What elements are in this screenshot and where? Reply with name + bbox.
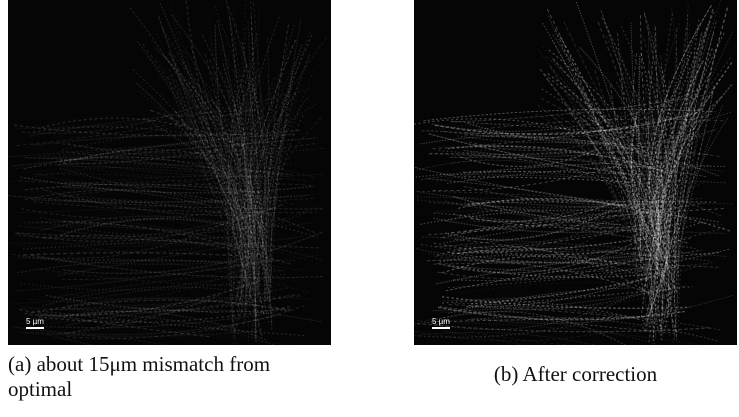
filament xyxy=(415,332,641,345)
image: 5 µm xyxy=(8,0,331,345)
filament xyxy=(23,253,250,257)
micrograph: 5 µm xyxy=(414,0,737,345)
scale-bar xyxy=(26,327,44,329)
filament xyxy=(34,226,323,265)
caption-text: After correction xyxy=(522,362,657,386)
filament xyxy=(270,115,304,325)
filament xyxy=(460,283,616,293)
filaments xyxy=(414,0,733,345)
filament xyxy=(415,167,634,206)
filament xyxy=(439,205,648,240)
caption-text: about 15μm mismatch from optimal xyxy=(8,352,270,401)
filaments xyxy=(8,0,327,345)
filament xyxy=(427,260,668,299)
scale-bar-label: 5 µm xyxy=(432,317,450,326)
caption-label: (a) xyxy=(8,352,31,376)
filament xyxy=(417,323,710,331)
micrograph: 5 µm xyxy=(8,0,331,345)
page: 5 µm 5 µm (a) about 15μm mismatch from o… xyxy=(0,0,739,417)
filament xyxy=(443,331,618,345)
filament xyxy=(9,243,208,244)
caption: (a) about 15μm mismatch from optimal xyxy=(8,352,338,402)
scale-bar xyxy=(432,327,450,329)
caption: (b) After correction xyxy=(414,362,737,387)
scale-bar-label: 5 µm xyxy=(26,317,44,326)
caption-label: (b) xyxy=(494,362,519,386)
image: 5 µm xyxy=(414,0,737,345)
filament xyxy=(415,319,678,345)
